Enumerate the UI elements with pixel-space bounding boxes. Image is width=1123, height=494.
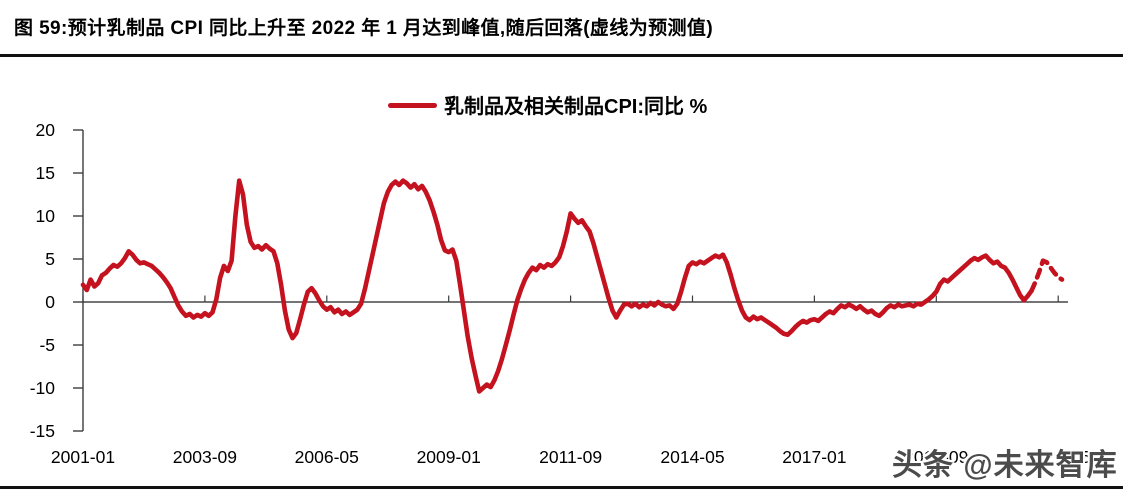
x-axis-tick-label: 2017-01 [782,447,846,467]
cpi-series-line [80,178,1034,394]
y-axis-tick-label: 15 [36,163,55,183]
x-axis-tick-label: 2022-05 [1026,447,1090,467]
page-title: 图 59:预计乳制品 CPI 同比上升至 2022 年 1 月达到峰值,随后回落… [14,18,714,39]
x-axis-tick-label: 2014-05 [660,447,724,467]
legend-label: 乳制品及相关制品CPI:同比 % [444,96,708,118]
y-axis-tick-label: -5 [39,335,55,355]
x-axis-tick-label: 2006-05 [295,447,359,467]
y-axis-tick-label: 0 [45,292,55,312]
x-axis-tick-label: 2011-09 [539,447,602,467]
y-axis-tick-label: -10 [30,378,56,398]
bottom-divider [0,486,1123,489]
forecast-series-line [1029,258,1065,294]
y-axis-tick-label: -15 [30,421,55,441]
y-axis-tick-label: 10 [36,206,56,226]
y-axis-tick-label: 20 [36,120,56,140]
title-divider [0,54,1123,57]
watermark: 头条 @未来智库 [892,449,1118,482]
y-axis-tick-label: 5 [45,249,55,269]
x-axis-tick-label: 2019-09 [904,447,968,467]
legend-line-icon [388,102,437,108]
x-axis-tick-label: 2001-01 [51,447,115,467]
x-axis-tick-label: 2003-09 [173,447,237,467]
x-axis-tick-label: 2009-01 [417,447,481,467]
chart-legend: 乳制品及相关制品CPI:同比 % [388,90,707,119]
